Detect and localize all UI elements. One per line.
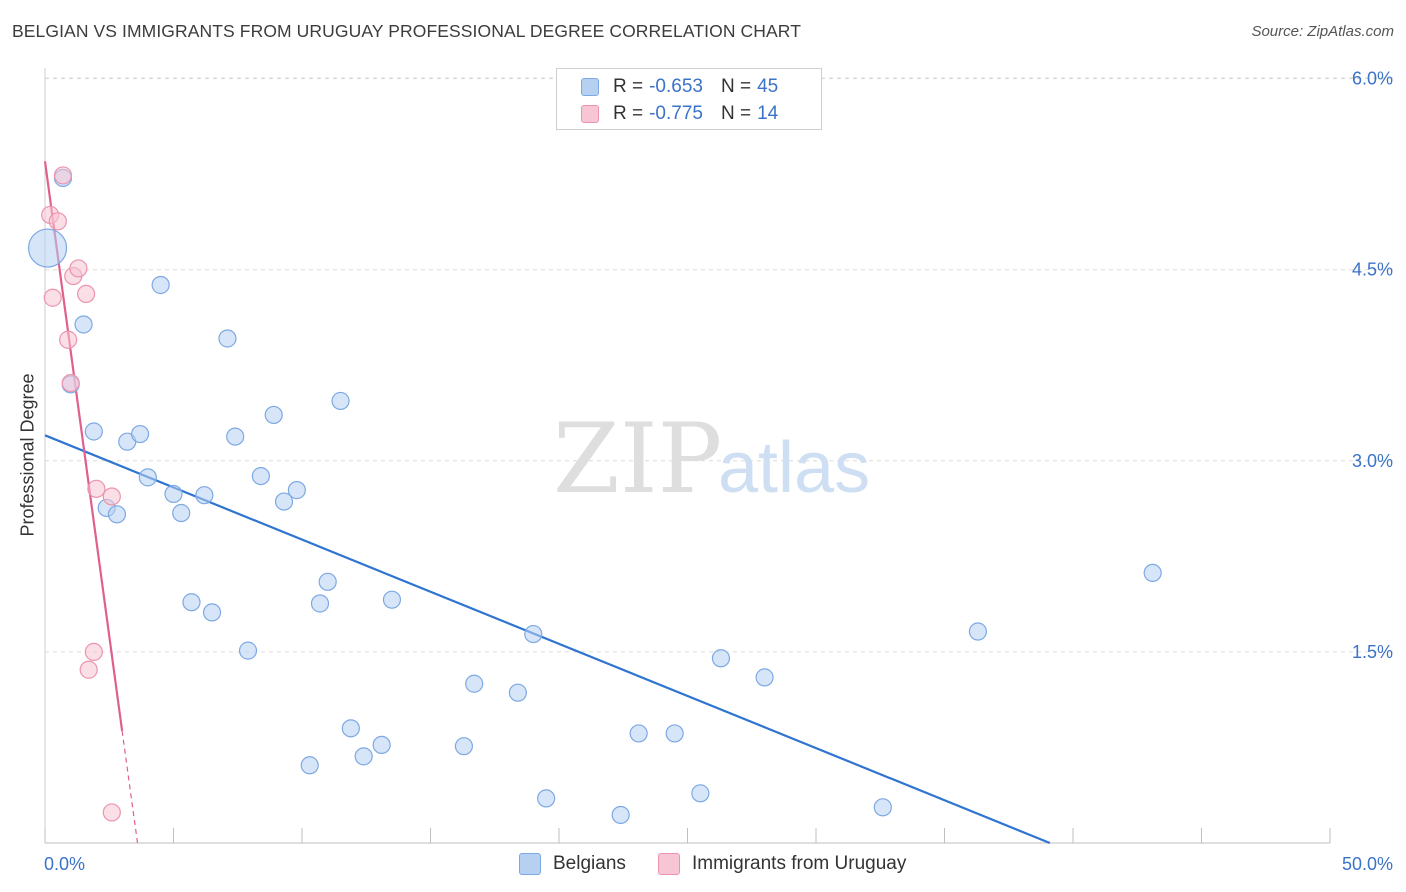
belgians-swatch [581,78,599,96]
uruguay-point [69,259,88,278]
belgian-point [218,329,237,348]
belgian-point [382,590,402,609]
belgian-point [873,798,892,817]
belgian-point [665,724,684,743]
uruguay-point [87,479,106,498]
legend-label-uruguay: Immigrants from Uruguay [692,853,907,874]
trend-lines [43,161,1051,845]
watermark: ZIP atlas [553,403,870,515]
n-value: 14 [757,103,779,124]
belgians-legend-swatch [519,853,541,875]
belgian-point [84,422,103,441]
gridlines [45,77,1395,653]
uruguay-point [102,803,121,822]
belgian-point [151,275,170,295]
belgian-point [138,468,157,487]
belgian-point [287,481,306,500]
belgian-point [74,315,93,334]
data-points [27,166,1162,825]
belgian-point [611,805,630,825]
y-tick-label: 6.0% [1352,69,1393,89]
stats-box: R = -0.653 N = 45 R = -0.775 N = 14 [556,68,822,130]
y-tick-label: 1.5% [1352,642,1393,662]
belgian-point [691,784,710,803]
belgian-point [238,641,258,660]
r-label: R = [613,76,644,97]
r-label: R = [613,103,644,124]
trend-line-uruguay-extension [121,730,139,844]
belgian-point [226,427,245,446]
uruguay-point [84,642,103,662]
uruguay-point [61,373,80,393]
uruguay-point [48,212,67,231]
belgian-point [372,735,391,755]
belgian-point [537,789,556,808]
stats-row-belgians: R = -0.653 N = 45 [557,74,778,100]
tick-labels: 1.5% 3.0% 4.5% 6.0% 0.0% 50.0% [44,69,1393,874]
belgian-point [130,424,150,444]
y-tick-label: 4.5% [1352,260,1393,280]
belgian-point [711,649,731,668]
belgian-point [27,228,68,268]
n-label: N = [720,76,752,97]
watermark-atlas: atlas [718,428,870,508]
watermark-zip: ZIP [553,403,722,515]
uruguay-point [77,284,96,304]
uruguay-point [102,487,121,506]
belgian-point [172,503,191,523]
belgian-point [968,622,988,641]
belgian-point [195,486,214,505]
axes [44,68,1331,844]
legend-label-belgians: Belgians [553,853,626,874]
belgian-point [629,724,648,743]
belgian-point [264,405,283,425]
uruguay-point [53,166,73,185]
belgian-point [524,624,543,644]
belgian-point [331,391,350,411]
belgian-point [300,756,319,775]
belgian-point [164,484,183,504]
x-tick-label: 0.0% [44,854,85,874]
belgian-point [508,683,527,702]
belgian-point [454,737,474,756]
source-label: Source: ZipAtlas.com [1251,23,1394,40]
uruguay-legend-swatch [658,853,680,875]
belgian-point [465,674,484,693]
belgian-point [107,505,127,524]
belgian-point [310,594,330,613]
belgian-point [274,492,294,511]
uruguay-point [59,330,78,349]
uruguay-point [43,288,62,307]
belgian-point [202,603,222,622]
stats-row-uruguay: R = -0.775 N = 14 [557,101,778,127]
belgian-point [182,593,201,612]
trend-line-belgians [44,434,1051,845]
belgian-point [1143,563,1162,583]
chart-title: BELGIAN VS IMMIGRANTS FROM URUGUAY PROFE… [12,21,801,41]
n-label: N = [720,103,752,124]
legend-item-belgians[interactable]: Belgians [519,852,626,876]
belgian-point [354,747,373,766]
r-value: -0.653 [649,76,703,97]
y-axis-label: Professional Degree [17,373,38,537]
uruguay-point [79,660,98,679]
y-tick-label: 3.0% [1352,451,1393,471]
r-value: -0.775 [649,103,703,124]
n-value: 45 [757,76,779,97]
belgian-point [318,572,337,591]
belgian-point [755,668,774,687]
belgian-point [251,466,270,486]
x-tick-label: 50.0% [1342,854,1393,874]
legend-item-uruguay[interactable]: Immigrants from Uruguay [658,852,906,876]
uruguay-swatch [581,105,599,123]
belgian-point [341,719,360,738]
